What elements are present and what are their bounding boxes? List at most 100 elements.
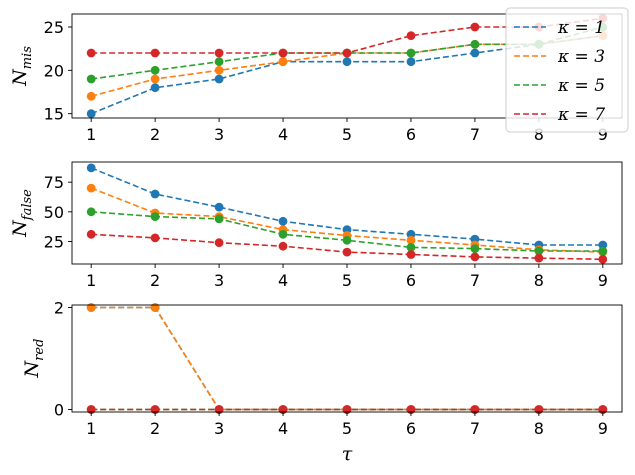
x-tick-label: 4 (278, 125, 288, 144)
x-tick-label: 8 (534, 419, 544, 438)
subplot-3: 1 2 3 4 5 6 7 8 9 0 2 Nred τ (21, 299, 623, 465)
data-point (86, 91, 96, 101)
data-point (278, 48, 288, 58)
data-point (150, 74, 160, 84)
data-point (278, 216, 288, 226)
data-point (470, 252, 480, 262)
y-axis-label: Nfalse (9, 189, 35, 238)
y-tick-label: 50 (44, 203, 64, 222)
data-point (534, 246, 544, 256)
legend-label: κ = 5 (557, 76, 605, 96)
y-axis-label: Nred (21, 339, 47, 379)
x-tick-label: 3 (214, 125, 224, 144)
data-point (342, 57, 352, 67)
data-point (86, 183, 96, 193)
x-tick-label: 8 (534, 125, 544, 144)
series-line-3 (91, 211, 603, 252)
data-point (406, 243, 416, 252)
x-tick-label: 2 (150, 125, 160, 144)
data-point (406, 235, 416, 245)
x-tick-label: 9 (598, 419, 608, 438)
data-point (406, 31, 416, 41)
data-point (150, 212, 160, 222)
data-point (86, 229, 96, 239)
x-tick-label: 6 (406, 271, 416, 290)
y-tick-label: 15 (44, 105, 64, 124)
subplot-1: 1 2 3 4 5 6 7 8 9 15 20 25 Nmis κ = 1 κ = 3 κ = 5 κ = 7 (9, 7, 629, 144)
data-point (278, 229, 288, 239)
y-axis-label: Nmis (9, 46, 35, 87)
data-point (342, 235, 352, 245)
data-point (150, 233, 160, 243)
legend-box (505, 7, 629, 133)
legend-label: κ = 3 (557, 47, 605, 67)
data-point (342, 48, 352, 58)
data-point (150, 83, 160, 93)
data-point (470, 22, 480, 32)
data-point (598, 246, 608, 256)
data-point (470, 244, 480, 254)
series-line-1 (91, 306, 603, 411)
data-point (86, 163, 96, 173)
data-point (86, 74, 96, 84)
data-point (406, 48, 416, 58)
data-point (598, 254, 608, 264)
data-point (86, 109, 96, 119)
data-point (278, 57, 288, 67)
series-line-2 (91, 306, 603, 411)
data-point (150, 48, 160, 58)
data-point (406, 250, 416, 259)
data-point (150, 189, 160, 199)
x-tick-label: 7 (470, 271, 480, 290)
data-point (470, 48, 480, 58)
data-point (214, 214, 224, 224)
legend: κ = 1 κ = 3 κ = 5 κ = 7 (505, 7, 629, 133)
data-point (214, 238, 224, 248)
x-tick-label: 7 (470, 419, 480, 438)
x-tick-label: 1 (86, 271, 96, 290)
x-tick-label: 2 (150, 419, 160, 438)
x-tick-label: 7 (470, 125, 480, 144)
x-tick-label: 3 (214, 419, 224, 438)
y-tick-label: 25 (44, 232, 64, 251)
data-point (86, 48, 96, 58)
plot-frame (71, 304, 623, 413)
x-tick-label: 3 (214, 271, 224, 290)
x-tick-label: 4 (278, 271, 288, 290)
x-tick-label: 8 (534, 271, 544, 290)
data-point (534, 253, 544, 263)
x-tick-label: 4 (278, 419, 288, 438)
y-tick-label: 20 (44, 61, 64, 80)
data-point (214, 65, 224, 75)
y-tick-label: 0 (54, 400, 64, 419)
legend-label: κ = 1 (557, 18, 605, 38)
data-point (86, 207, 96, 217)
data-point (214, 202, 224, 212)
data-point (278, 241, 288, 251)
x-tick-label: 6 (406, 125, 416, 144)
data-point (470, 39, 480, 49)
x-tick-label: 9 (598, 125, 608, 144)
x-tick-label: 9 (598, 271, 608, 290)
x-tick-label: 2 (150, 271, 160, 290)
x-axis-label: τ (342, 443, 353, 465)
legend-label: κ = 7 (557, 105, 605, 125)
y-tick-label: 25 (44, 18, 64, 37)
x-tick-label: 1 (86, 419, 96, 438)
data-point (150, 303, 160, 312)
data-point (86, 303, 96, 312)
x-tick-label: 5 (342, 271, 352, 290)
data-point (214, 57, 224, 67)
data-point (150, 65, 160, 75)
data-point (342, 247, 352, 257)
x-tick-label: 5 (342, 419, 352, 438)
x-tick-label: 6 (406, 419, 416, 438)
subplot-2: 1 2 3 4 5 6 7 8 9 25 50 75 Nfalse (9, 161, 623, 290)
data-point (214, 48, 224, 58)
x-tick-label: 1 (86, 125, 96, 144)
y-tick-label: 2 (54, 299, 64, 318)
x-tick-label: 5 (342, 125, 352, 144)
data-point (214, 74, 224, 84)
data-point (406, 57, 416, 67)
